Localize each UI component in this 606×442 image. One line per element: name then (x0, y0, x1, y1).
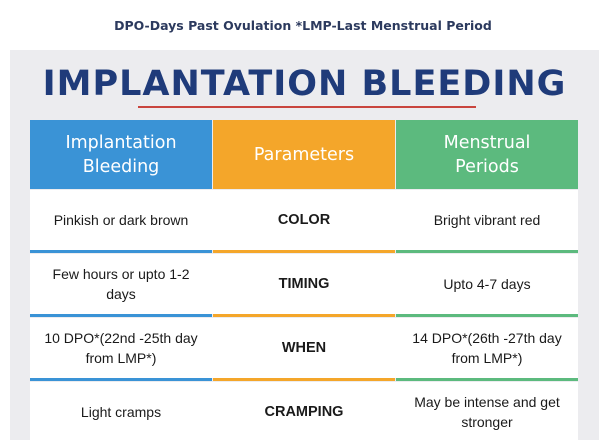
cell-text-line-2: from LMP*) (451, 350, 523, 366)
parameter-label: WHEN (281, 340, 327, 356)
table-row-when: 10 DPO*(22nd -25th day from LMP*) WHEN 1… (30, 318, 578, 378)
table-row-timing: Few hours or upto 1-2 days TIMING Upto 4… (30, 254, 578, 314)
abbreviation-caption: DPO-Days Past Ovulation *LMP-Last Menstr… (114, 18, 492, 33)
implantation-cell: 10 DPO*(22nd -25th day from LMP*) (30, 318, 212, 378)
divider-green (396, 378, 578, 381)
parameter-cell: WHEN (213, 318, 395, 378)
divider-green (396, 314, 578, 317)
parameter-cell: CRAMPING (213, 382, 395, 442)
table-header-row: Implantation Bleeding Parameters Menstru… (30, 120, 578, 189)
cell-text-line-1: Few hours or upto 1-2 (52, 266, 190, 282)
cell-text-line-1: 14 DPO*(26th -27th day (412, 330, 562, 346)
header-menstrual-line-2: Periods (455, 156, 519, 177)
parameter-cell: TIMING (213, 254, 395, 314)
divider-orange (213, 250, 395, 253)
cell-text: Upto 4-7 days (443, 276, 531, 292)
divider-orange (213, 314, 395, 317)
header-implantation-line-2: Bleeding (82, 156, 160, 177)
divider-orange (213, 378, 395, 381)
cell-text: Bright vibrant red (433, 212, 541, 228)
cell-text: Pinkish or dark brown (53, 212, 189, 228)
header-implantation-line-1: Implantation (65, 132, 177, 153)
divider-blue (30, 378, 212, 381)
parameter-label: CRAMPING (264, 404, 344, 420)
table-row-cramping: Light cramps CRAMPING May be intense and… (30, 382, 578, 442)
menstrual-cell: 14 DPO*(26th -27th day from LMP*) (396, 318, 578, 378)
divider-green (396, 250, 578, 253)
header-parameters: Parameters (213, 120, 395, 189)
cell-text-line-2: days (106, 286, 136, 302)
row-divider (30, 378, 578, 381)
title-underline (138, 106, 476, 108)
header-menstrual-line-1: Menstrual (443, 132, 531, 153)
parameter-cell: COLOR (213, 190, 395, 250)
menstrual-cell: May be intense and get stronger (396, 382, 578, 442)
page-title: IMPLANTATION BLEEDING (42, 64, 567, 104)
parameter-label: COLOR (277, 212, 331, 228)
header-parameters-label: Parameters (253, 144, 355, 165)
comparison-table: Implantation Bleeding Parameters Menstru… (30, 120, 578, 442)
cell-text-line-1: May be intense and get (414, 394, 560, 410)
header-implantation-bleeding: Implantation Bleeding (30, 120, 212, 189)
row-divider (30, 314, 578, 317)
cell-text: Light cramps (80, 404, 162, 420)
implantation-cell: Pinkish or dark brown (30, 190, 212, 250)
implantation-cell: Light cramps (30, 382, 212, 442)
divider-blue (30, 314, 212, 317)
row-divider (30, 250, 578, 253)
cell-text-line-2: stronger (461, 414, 513, 430)
parameter-label: TIMING (278, 276, 330, 292)
table-row-color: Pinkish or dark brown COLOR Bright vibra… (30, 190, 578, 250)
implantation-cell: Few hours or upto 1-2 days (30, 254, 212, 314)
menstrual-cell: Bright vibrant red (396, 190, 578, 250)
menstrual-cell: Upto 4-7 days (396, 254, 578, 314)
divider-blue (30, 250, 212, 253)
cell-text-line-2: from LMP*) (85, 350, 157, 366)
header-menstrual-periods: Menstrual Periods (396, 120, 578, 189)
cell-text-line-1: 10 DPO*(22nd -25th day (44, 330, 198, 346)
